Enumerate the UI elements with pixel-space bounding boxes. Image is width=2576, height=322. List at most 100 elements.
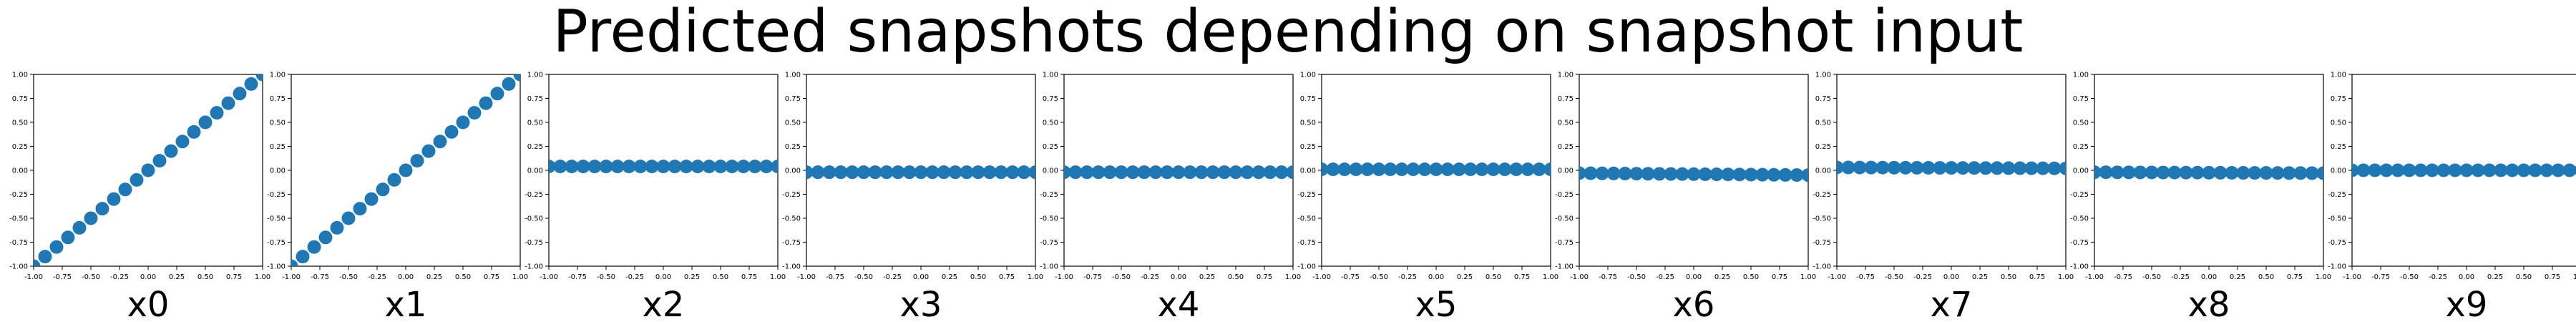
data-point xyxy=(130,172,144,187)
x-axis-label: x3 xyxy=(900,285,942,322)
data-point xyxy=(198,115,213,130)
x-tick-label: -0.75 xyxy=(2371,273,2390,281)
data-point xyxy=(1933,161,1947,175)
data-point xyxy=(1744,167,1758,182)
y-tick-label: 0.25 xyxy=(785,143,801,151)
subplot-1: -1.00 -0.75 -0.50 -0.25 0.00 0.25 0.50 0.75 1.00… xyxy=(267,72,528,322)
data-point xyxy=(1721,167,1735,182)
data-point xyxy=(187,125,201,139)
data-point xyxy=(2190,165,2205,180)
data-point xyxy=(857,165,871,180)
data-point xyxy=(2270,166,2285,180)
data-point xyxy=(2156,165,2170,180)
data-point xyxy=(1837,160,1844,175)
data-point xyxy=(1452,162,1466,177)
data-point xyxy=(553,160,567,174)
x-axis-label: x7 xyxy=(1931,285,1973,322)
y-tick-label: 0.00 xyxy=(785,167,801,175)
y-tick-label: 1.00 xyxy=(2331,72,2346,79)
subplot-6: -1.00 -0.75 -0.50 -0.25 0.00 0.25 0.50 0.75 1.00… xyxy=(1555,72,1816,322)
data-point xyxy=(164,144,178,158)
y-tick-label: 0.75 xyxy=(527,95,543,103)
x-tick-label: 1.00 xyxy=(2316,273,2331,281)
data-point xyxy=(902,165,917,180)
x-tick-label: -0.25 xyxy=(1398,273,1417,281)
x-tick-label: -0.50 xyxy=(1627,273,1646,281)
data-point xyxy=(1274,165,1289,180)
x-tick-label: -0.50 xyxy=(597,273,615,281)
data-point xyxy=(1990,161,2004,175)
x-tick-label: -0.50 xyxy=(2142,273,2161,281)
y-tick-label: -0.75 xyxy=(1555,239,1574,247)
data-point xyxy=(2414,163,2428,177)
x-tick-label: -0.25 xyxy=(110,273,129,281)
x-tick-label: -0.25 xyxy=(1656,273,1674,281)
subplot-9: -1.00 -0.75 -0.50 -0.25 0.00 0.25 0.50 0.75 1.00… xyxy=(2328,72,2576,322)
data-point xyxy=(1372,162,1386,177)
x-tick-label: -0.75 xyxy=(311,273,329,281)
data-point xyxy=(490,87,504,101)
x-tick-label: 0.25 xyxy=(1714,273,1730,281)
x-tick-label: -0.25 xyxy=(368,273,386,281)
data-point xyxy=(1349,162,1363,177)
y-tick-label: 0.50 xyxy=(527,119,543,127)
data-point xyxy=(387,172,401,187)
y-tick-label: 0.50 xyxy=(1300,119,1316,127)
data-point xyxy=(2517,163,2531,177)
data-point xyxy=(1440,162,1455,177)
data-points xyxy=(2352,163,2576,177)
data-point xyxy=(1463,162,1478,177)
data-point xyxy=(2316,166,2323,180)
data-point xyxy=(822,165,836,180)
y-tick-label: 0.25 xyxy=(1815,143,1831,151)
y-tick-label: 0.25 xyxy=(527,143,543,151)
y-tick-label: -0.75 xyxy=(9,239,28,247)
data-point xyxy=(1148,165,1163,180)
x-tick-label: -0.25 xyxy=(625,273,644,281)
data-point xyxy=(2036,161,2050,175)
data-point xyxy=(891,165,905,180)
data-point xyxy=(2099,165,2113,180)
y-tick-label: 0.50 xyxy=(1558,119,1574,127)
data-point xyxy=(513,74,520,82)
x-tick-label: -1.00 xyxy=(2343,273,2361,281)
data-points xyxy=(2094,165,2323,180)
x-tick-label: -0.25 xyxy=(883,273,902,281)
data-point xyxy=(960,165,974,180)
y-tick-label: -0.25 xyxy=(2328,191,2346,199)
data-point xyxy=(1801,168,1808,182)
data-point xyxy=(233,87,247,101)
data-point xyxy=(307,240,321,254)
y-tick-label: 0.50 xyxy=(2073,119,2089,127)
data-point xyxy=(834,165,848,180)
x-axis-label: x5 xyxy=(1415,285,1458,322)
data-point xyxy=(1778,167,1792,182)
x-tick-label: 0.00 xyxy=(2459,273,2474,281)
x-tick-label: 0.00 xyxy=(398,273,414,281)
data-point xyxy=(1017,165,1031,180)
data-point xyxy=(2425,163,2439,177)
x-tick-label: 0.00 xyxy=(655,273,671,281)
data-point xyxy=(1979,161,1993,175)
x-tick-label: -1.00 xyxy=(24,273,43,281)
data-point xyxy=(95,202,109,216)
data-point xyxy=(759,160,774,174)
y-tick-label: 0.00 xyxy=(2073,167,2089,175)
y-tick-label: 1.00 xyxy=(1558,72,1574,79)
data-point xyxy=(2459,163,2474,177)
y-tick-label: 0.25 xyxy=(1300,143,1316,151)
x-tick-label: 1.00 xyxy=(2058,273,2074,281)
y-tick-label: 1.00 xyxy=(12,72,28,79)
data-point xyxy=(221,96,235,110)
data-point xyxy=(1229,165,1243,180)
data-point xyxy=(1579,166,1586,180)
data-point xyxy=(444,125,459,139)
data-point xyxy=(1944,161,1958,175)
x-tick-label: 0.75 xyxy=(1257,273,1272,281)
data-point xyxy=(291,259,298,266)
data-point xyxy=(1864,160,1878,175)
data-point xyxy=(1252,165,1266,180)
y-tick-label: 0.25 xyxy=(270,143,286,151)
data-point xyxy=(1618,167,1632,181)
